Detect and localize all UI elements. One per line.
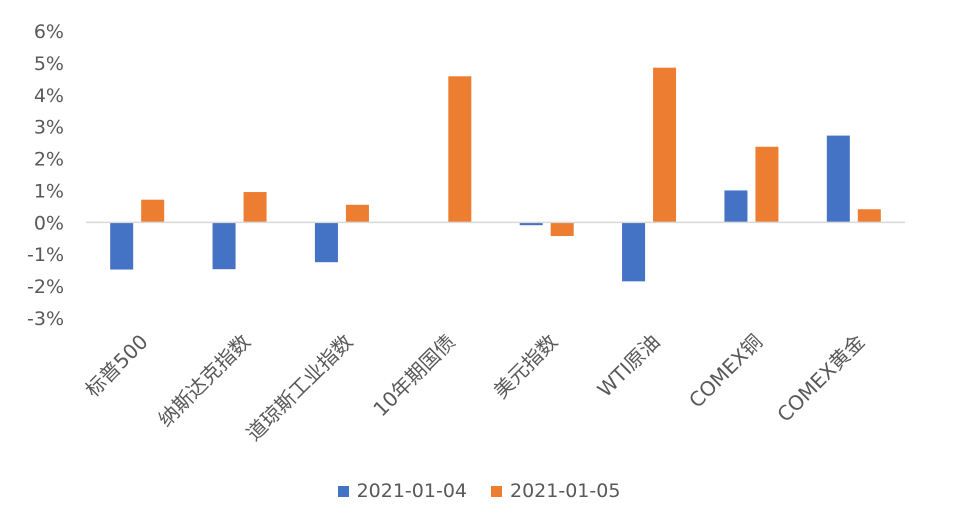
bar-series-1-2 (314, 222, 338, 263)
y-tick-label: 0% (34, 212, 64, 234)
bar-series-1-7 (826, 135, 850, 223)
y-tick-label: -2% (27, 276, 64, 298)
y-tick-label: 4% (34, 85, 64, 107)
bar-series-2-3 (448, 76, 472, 223)
x-category-label: COMEX黄金 (772, 330, 869, 427)
y-tick-label: 3% (34, 117, 64, 139)
bar-series-1-6 (724, 190, 748, 223)
y-tick-label: -1% (27, 244, 64, 266)
y-tick-label: -3% (27, 308, 64, 330)
x-category-label: 道琼斯工业指数 (242, 330, 358, 446)
bars (110, 67, 881, 282)
bar-series-2-0 (141, 199, 165, 223)
y-tick-label: 6% (34, 21, 64, 43)
bar-series-2-5 (653, 67, 677, 223)
y-tick-label: 1% (34, 180, 64, 202)
y-tick-label: 2% (34, 149, 64, 171)
bar-series-2-1 (243, 192, 267, 223)
legend-swatch-series-2 (491, 485, 502, 497)
legend-item-series-1: 2021-01-04 (337, 480, 467, 502)
legend-label-series-2: 2021-01-05 (510, 480, 621, 502)
bar-series-1-1 (212, 222, 236, 270)
legend: 2021-01-04 2021-01-05 (0, 480, 958, 502)
legend-item-series-2: 2021-01-05 (491, 480, 620, 502)
legend-swatch-series-1 (337, 485, 349, 497)
bar-series-1-5 (622, 222, 646, 282)
x-category-label: 纳斯达克指数 (153, 330, 255, 432)
x-category-label: 标普500 (80, 330, 152, 402)
bar-series-2-6 (755, 146, 779, 223)
bar-series-2-4 (550, 222, 574, 237)
bar-series-2-7 (857, 209, 881, 223)
bar-series-2-2 (345, 204, 369, 223)
x-category-label: COMEX铜 (684, 330, 767, 413)
y-tick-label: 5% (34, 53, 64, 75)
bar-chart: -3% -2% -1% 0% 1% 2% 3% 4% 5% 6% 标普500 纳斯达克指数道琼斯工业… (27, 21, 905, 446)
bar-series-1-0 (110, 222, 134, 270)
x-category-label: 美元指数 (489, 330, 563, 404)
bar-series-1-4 (519, 222, 543, 226)
legend-label-series-1: 2021-01-04 (356, 480, 467, 502)
x-category-label: 10年期国债 (368, 330, 460, 422)
x-category-label: WTI原油 (593, 330, 665, 402)
y-axis: -3% -2% -1% 0% 1% 2% 3% 4% 5% 6% (27, 21, 64, 330)
